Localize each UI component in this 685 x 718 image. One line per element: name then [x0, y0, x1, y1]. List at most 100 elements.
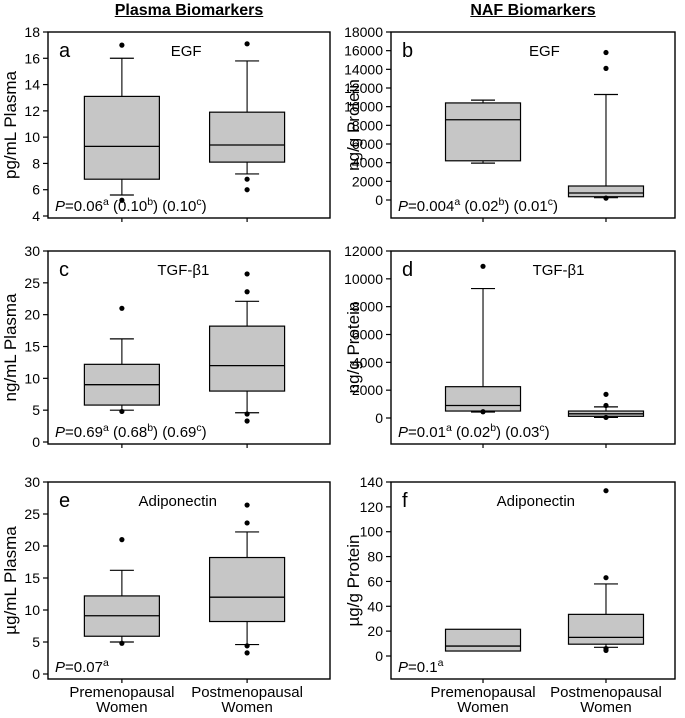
plot-frame: [47, 250, 331, 445]
iqr-box: [83, 95, 160, 180]
outlier-dot: [603, 488, 609, 494]
outlier-dot: [119, 537, 125, 543]
y-tick-label: 14: [24, 77, 40, 93]
y-axis-label: pg/mL Plasma: [1, 70, 20, 179]
y-tick-label: 8: [32, 155, 40, 171]
iqr-box: [208, 325, 286, 392]
column-header-plasma-biomarkers: Plasma Biomarkers: [114, 2, 264, 19]
y-tick-label: 10000: [344, 271, 383, 287]
panel-title: EGF: [171, 43, 202, 60]
iqr-box: [567, 185, 645, 198]
outlier-dot: [603, 575, 609, 581]
outlier-dot: [244, 502, 250, 508]
y-tick-label: 16000: [344, 43, 383, 59]
panel-letter: b: [402, 40, 413, 62]
y-tick-label: 4000: [352, 354, 383, 370]
y-tick-label: 0: [32, 434, 40, 450]
y-tick-label: 12000: [344, 80, 383, 96]
panel-letter: f: [402, 490, 408, 512]
y-tick-label: 20: [24, 538, 40, 554]
y-tick-label: 10: [24, 129, 40, 145]
y-axis-label: µg/g Protein: [344, 534, 363, 626]
outlier-dot: [244, 520, 250, 526]
y-tick-label: 100: [360, 524, 384, 540]
y-tick-label: 25: [24, 275, 40, 291]
outlier-dot: [603, 49, 609, 56]
y-tick-label: 80: [367, 549, 383, 565]
iqr-box: [444, 102, 522, 162]
outlier-dot: [119, 305, 125, 311]
y-tick-label: 6000: [352, 136, 383, 152]
outlier-dot: [480, 409, 486, 415]
iqr-box: [567, 613, 645, 645]
panel-letter: e: [59, 490, 70, 512]
outlier-dot: [603, 195, 609, 201]
y-tick-label: 140: [360, 474, 384, 490]
y-tick-label: 6000: [352, 327, 383, 343]
outlier-dot: [244, 187, 250, 193]
box-group-postmenopausal: [208, 41, 286, 222]
box-group-premenopausal: [444, 263, 522, 448]
y-tick-label: 0: [375, 648, 383, 664]
outlier-dot: [119, 197, 125, 203]
y-tick-label: 8000: [352, 299, 383, 315]
y-tick-label: 10000: [344, 99, 383, 115]
y-axis-label: ng/g Protein: [344, 79, 363, 171]
plot-frame: [390, 481, 676, 680]
y-tick-label: 0: [375, 410, 383, 426]
outlier-dot: [603, 402, 609, 409]
outlier-dot: [244, 411, 250, 417]
panel-b: 0 2000 4000 6000 8000 10000 12000 14000 16000 180…: [344, 24, 676, 222]
y-tick-label: 8000: [352, 117, 383, 133]
x-category-label: Premenopausal: [69, 684, 174, 701]
panel-title: TGF-β1: [157, 262, 209, 279]
box-group-premenopausal: [444, 99, 522, 222]
y-tick-label: 20: [24, 307, 40, 323]
y-tick-label: 60: [367, 573, 383, 589]
box-group-postmenopausal: [208, 271, 286, 448]
panel-letter: c: [59, 259, 69, 281]
panel-a: 4 6 8 10 12 14 16 18 pg/mL Plasma a EGF P=0.06a (0.…: [1, 24, 331, 224]
y-tick-label: 30: [24, 243, 40, 259]
p-value-label: P=0.07a: [55, 657, 109, 676]
panel-letter: a: [59, 40, 71, 62]
panel-title: TGF-β1: [533, 262, 585, 279]
panel-title: Adiponectin: [497, 493, 575, 510]
column-header-naf-biomarkers: NAF Biomarkers: [470, 2, 596, 19]
y-tick-label: 10: [24, 370, 40, 386]
y-tick-label: 0: [375, 192, 383, 208]
y-tick-label: 18000: [344, 24, 383, 40]
y-tick-label: 20: [367, 623, 383, 639]
outlier-dot: [480, 263, 486, 269]
outlier-dot: [119, 640, 125, 646]
box-group-premenopausal: [83, 305, 160, 448]
y-tick-label: 5: [32, 634, 40, 650]
x-category-label: Postmenopausal: [550, 684, 662, 701]
outlier-dot: [244, 41, 250, 47]
y-tick-label: 16: [24, 50, 40, 66]
panel-title: Adiponectin: [139, 493, 217, 510]
y-tick-label: 18: [24, 24, 40, 40]
outlier-dot: [603, 391, 609, 397]
outlier-dot: [244, 643, 250, 649]
panel-letter: d: [402, 259, 413, 281]
outlier-dot: [244, 271, 250, 277]
y-tick-label: 4: [32, 208, 40, 224]
y-tick-label: 25: [24, 506, 40, 522]
y-axis-label: ng/mL Plasma: [1, 293, 20, 402]
box-group-premenopausal: [444, 628, 522, 683]
outlier-dot: [244, 650, 250, 656]
y-tick-label: 14000: [344, 61, 383, 77]
y-tick-label: 10: [24, 602, 40, 618]
box-group-premenopausal: [83, 42, 160, 222]
p-value-label: P=0.69a (0.68b) (0.69c): [55, 422, 207, 441]
plot-frame: [47, 481, 331, 680]
y-tick-label: 30: [24, 474, 40, 490]
panel-title: EGF: [529, 43, 560, 60]
iqr-box: [444, 386, 522, 412]
outlier-dot: [244, 289, 250, 295]
x-category-label: Women: [580, 699, 631, 716]
y-tick-label: 2000: [352, 382, 383, 398]
